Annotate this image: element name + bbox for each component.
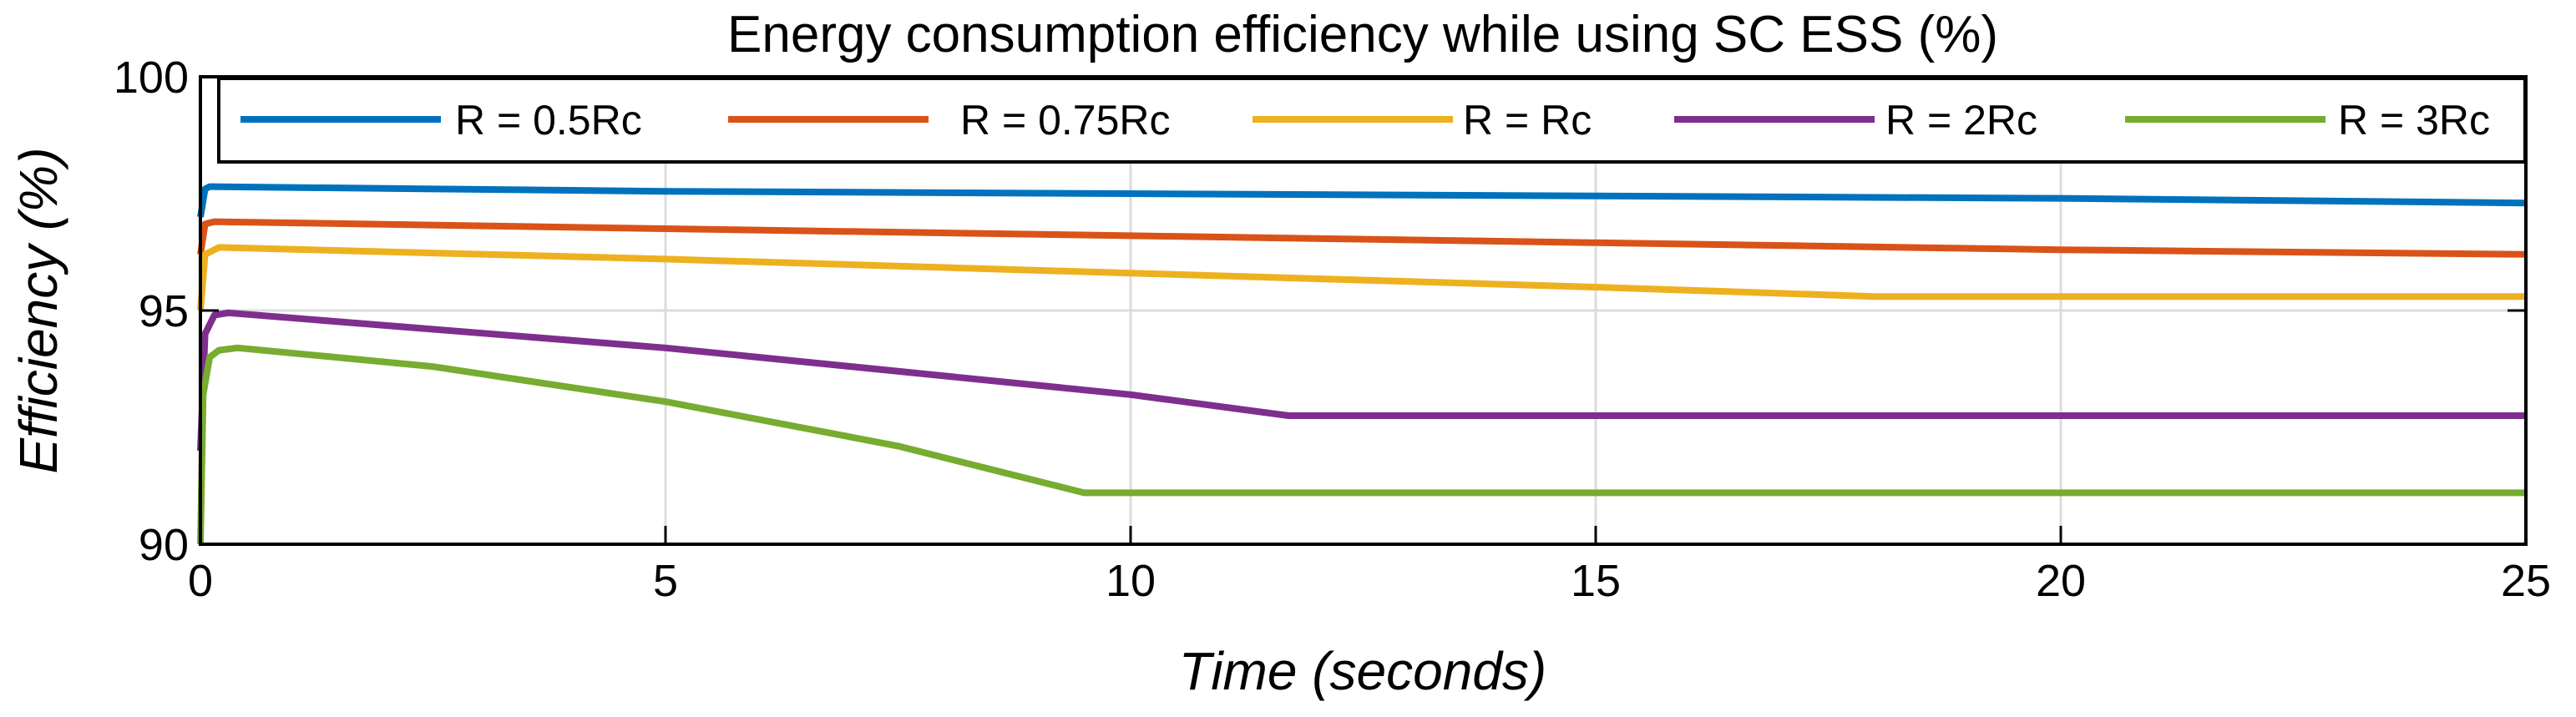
y-tick-label: 95 [139, 286, 189, 336]
series-group [197, 183, 2527, 545]
x-tick-label: 20 [2036, 556, 2086, 606]
chart-title: Energy consumption efficiency while usin… [727, 6, 1998, 63]
x-tick-label: 15 [1571, 556, 1621, 606]
series-line-3 [197, 244, 2526, 311]
legend-label-5: R = 3Rc [2338, 97, 2490, 144]
x-tick-label: 25 [2501, 556, 2551, 606]
y-tick-label: 100 [114, 53, 189, 103]
series-line-4 [197, 309, 2526, 452]
tick-labels: 0 5 10 15 20 25 90 95 100 [114, 53, 2551, 606]
legend: R = 0.5Rc R = 0.75Rc R = Rc R = 2Rc R = 3Rc [217, 77, 2527, 164]
legend-label-2: R = 0.75Rc [960, 97, 1171, 144]
legend-label-3: R = Rc [1463, 97, 1592, 144]
x-tick-label: 10 [1106, 556, 1156, 606]
x-tick-label: 5 [653, 556, 678, 606]
series-line-2 [197, 218, 2527, 258]
y-tick-label: 90 [139, 520, 189, 570]
series-line-5 [197, 344, 2526, 545]
legend-label-4: R = 2Rc [1885, 97, 2037, 144]
y-axis-label: Efficiency (%) [8, 147, 68, 473]
series-line-1 [197, 183, 2527, 218]
legend-items: R = 0.5Rc R = 0.75Rc R = Rc R = 2Rc R = 3Rc [240, 97, 2490, 144]
x-axis-label: Time (seconds) [1179, 641, 1546, 701]
x-tick-label: 0 [188, 556, 213, 606]
legend-label-1: R = 0.5Rc [455, 97, 642, 144]
